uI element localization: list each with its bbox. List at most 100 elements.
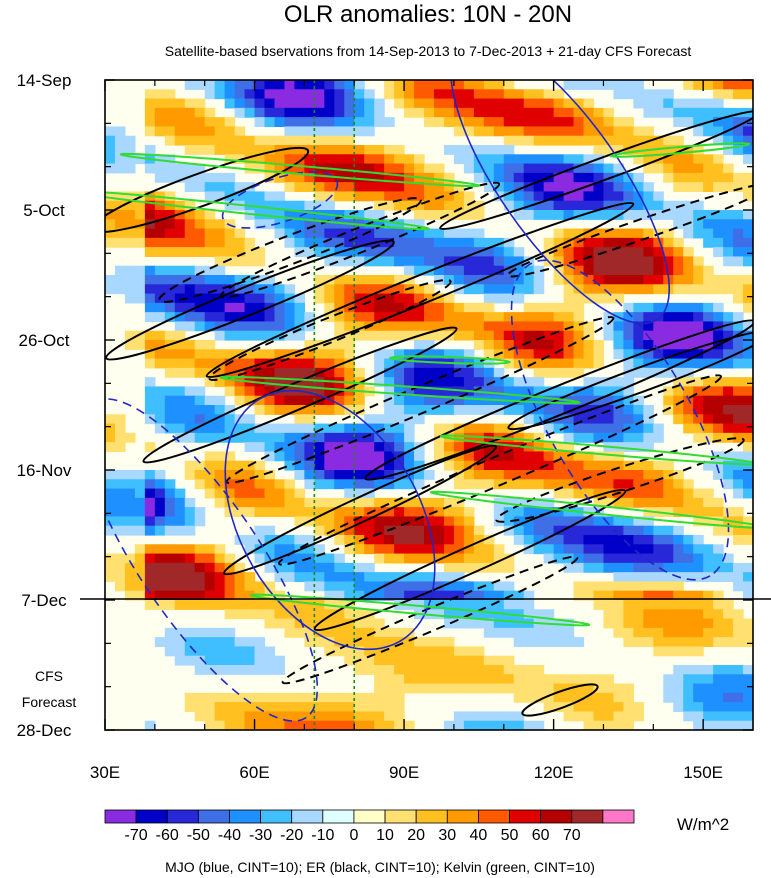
anomaly-cell (703, 497, 714, 508)
anomaly-cell (453, 191, 465, 202)
anomaly-cell (663, 340, 674, 350)
anomaly-cell (394, 497, 405, 508)
anomaly-cell (453, 600, 465, 610)
anomaly-cell (374, 423, 385, 434)
anomaly-cell (533, 358, 545, 369)
anomaly-cell (334, 321, 345, 332)
anomaly-cell (354, 191, 365, 202)
anomaly-cell (603, 200, 615, 211)
anomaly-cell (653, 600, 664, 610)
anomaly-cell (294, 562, 305, 573)
anomaly-cell (404, 256, 415, 267)
anomaly-cell (663, 145, 674, 155)
anomaly-cell (324, 395, 335, 406)
colorbar-swatch (229, 809, 261, 824)
anomaly-cell (743, 135, 753, 146)
anomaly-cell (563, 711, 575, 722)
anomaly-cell (404, 405, 415, 415)
anomaly-cell (603, 618, 615, 629)
anomaly-cell (443, 172, 455, 183)
anomaly-cell (703, 544, 714, 555)
anomaly-cell (264, 367, 276, 378)
anomaly-cell (503, 386, 515, 397)
anomaly-cell (733, 135, 744, 146)
anomaly-cell (633, 460, 644, 471)
anomaly-cell (274, 312, 286, 323)
anomaly-cell (613, 321, 624, 332)
anomaly-cell (493, 544, 505, 555)
anomaly-cell (733, 284, 744, 295)
anomaly-cell (583, 237, 595, 248)
anomaly-cell (613, 423, 624, 434)
anomaly-cell (603, 182, 615, 193)
anomaly-cell (523, 609, 535, 620)
anomaly-cell (404, 293, 415, 304)
anomaly-cell (144, 200, 156, 211)
anomaly-cell (424, 386, 435, 397)
anomaly-cell (713, 572, 724, 583)
anomaly-cell (543, 302, 555, 313)
anomaly-cell (204, 572, 216, 583)
anomaly-cell (424, 358, 435, 369)
anomaly-cell (344, 544, 355, 555)
colorbar-label: -40 (218, 827, 241, 844)
anomaly-cell (354, 432, 365, 443)
anomaly-cell (174, 627, 186, 638)
anomaly-cell (384, 683, 395, 694)
anomaly-cell (154, 590, 166, 601)
anomaly-cell (414, 237, 425, 248)
anomaly-cell (633, 247, 644, 258)
anomaly-cell (284, 600, 296, 610)
anomaly-cell (114, 219, 126, 230)
anomaly-cell (683, 637, 694, 648)
anomaly-cell (184, 423, 196, 434)
anomaly-cell (234, 646, 246, 657)
anomaly-cell (214, 544, 226, 555)
anomaly-cell (573, 191, 585, 202)
anomaly-cell (414, 98, 425, 109)
anomaly-cell (374, 219, 385, 230)
anomaly-cell (593, 479, 605, 490)
anomaly-cell (144, 107, 156, 118)
anomaly-cell (503, 265, 515, 276)
anomaly-cell (723, 692, 734, 703)
anomaly-cell (623, 432, 634, 443)
anomaly-cell (633, 553, 644, 564)
anomaly-cell (623, 275, 634, 285)
anomaly-cell (154, 228, 166, 239)
anomaly-cell (394, 646, 405, 657)
anomaly-cell (284, 711, 296, 722)
anomaly-cell (703, 590, 714, 601)
anomaly-cell (384, 330, 395, 341)
anomaly-cell (424, 200, 435, 211)
anomaly-cell (184, 627, 196, 638)
anomaly-cell (593, 460, 605, 471)
anomaly-cell (394, 80, 405, 90)
anomaly-cell (194, 544, 206, 555)
anomaly-cell (583, 395, 595, 406)
anomaly-cell (134, 590, 146, 601)
anomaly-cell (703, 711, 714, 722)
anomaly-cell (553, 367, 565, 378)
anomaly-cell (144, 507, 156, 518)
anomaly-cell (234, 377, 246, 388)
anomaly-cell (184, 414, 196, 425)
anomaly-cell (673, 154, 684, 165)
anomaly-cell (404, 265, 415, 276)
anomaly-cell (503, 525, 515, 536)
anomaly-cell (523, 377, 535, 388)
anomaly-cell (583, 451, 595, 462)
anomaly-cell (324, 154, 335, 165)
anomaly-cell (663, 572, 674, 583)
anomaly-cell (613, 414, 624, 425)
anomaly-cell (483, 117, 495, 128)
anomaly-cell (414, 358, 425, 369)
anomaly-cell (543, 479, 555, 490)
anomaly-cell (723, 609, 734, 620)
anomaly-cell (314, 210, 325, 220)
anomaly-cell (703, 302, 714, 313)
anomaly-cell (314, 284, 325, 295)
anomaly-cell (663, 349, 674, 360)
anomaly-cell (264, 581, 276, 592)
anomaly-cell (214, 237, 226, 248)
